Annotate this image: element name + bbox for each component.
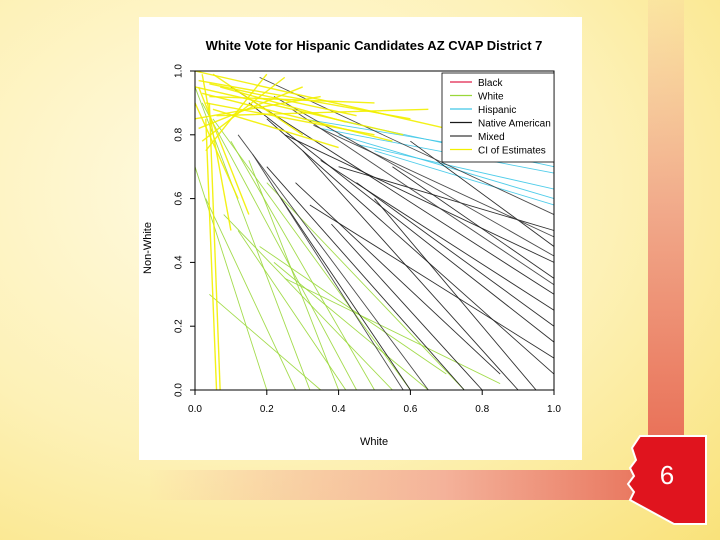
legend-label-0: Black: [478, 78, 503, 89]
series-3-line-7: [356, 182, 555, 327]
axes-layer: 0.0 0.2 0.4 0.6 0.8 1.0 0.0 0.2 0.4 0.6 0.8 1.0: [174, 64, 562, 415]
series-3-line-8: [374, 198, 537, 391]
x-axis-label: White: [360, 436, 388, 448]
series-2-line-4: [374, 150, 555, 206]
series-4-line-4: [237, 134, 429, 391]
chart-title: White Vote for Hispanic Candidates AZ CV…: [206, 38, 543, 53]
series-1-line-4: [248, 160, 340, 391]
series-5-line-17: [212, 73, 304, 136]
series-1-line-3: [230, 140, 375, 391]
x-tick-label-1: 0.2: [260, 404, 274, 415]
series-5-line-16: [197, 86, 250, 215]
series-1-line-7: [223, 214, 393, 391]
series-3-line-1: [248, 102, 555, 343]
series-5-line-2: [202, 92, 393, 142]
series-5-line-7: [198, 86, 303, 130]
series-5-line-13: [201, 74, 232, 231]
series-1-line-1: [201, 102, 357, 391]
x-tick-label-4: 0.8: [475, 404, 489, 415]
series-1-line-8: [237, 230, 347, 391]
series-3-line-10: [295, 182, 501, 375]
series-5-line-15: [208, 102, 221, 391]
series-3-line-14: [392, 166, 555, 279]
legend-label-1: White: [478, 92, 504, 103]
series-1-line-12: [194, 166, 268, 391]
series-3: [230, 86, 555, 391]
series-3-line-0: [230, 86, 555, 295]
series-5-line-11: [216, 108, 429, 117]
series-5: [194, 70, 447, 391]
series-5-line-10: [209, 95, 375, 104]
series-5-line-14: [205, 118, 218, 391]
y-tick-label-1: 0.2: [174, 319, 185, 333]
series-4-line-2: [291, 108, 555, 286]
series-1-line-13: [209, 293, 321, 391]
series-3-line-4: [302, 150, 519, 391]
series-3-line-11: [309, 204, 555, 359]
legend-label-3: Native American: [478, 119, 551, 130]
series-3-line-2: [266, 118, 555, 375]
x-tick-label-2: 0.4: [332, 404, 346, 415]
series-1-line-11: [284, 277, 501, 385]
series-3-line-9: [266, 166, 465, 391]
series-5-line-19: [194, 86, 404, 136]
y-tick-label-2: 0.4: [174, 255, 185, 269]
series-1-line-9: [259, 246, 447, 375]
series-4-line-3: [313, 124, 555, 238]
series-3-line-3: [284, 134, 555, 263]
legend-box: [441, 72, 555, 163]
series-2-line-3: [356, 143, 555, 190]
series-5-line-9: [205, 73, 268, 152]
x-tick-label-0: 0.0: [188, 404, 202, 415]
series-5-line-0: [194, 70, 447, 130]
x-tick-label-5: 1.0: [547, 404, 561, 415]
series-1-line-6: [205, 198, 296, 391]
series-2-line-1: [320, 127, 555, 174]
page-number: 6: [659, 460, 675, 490]
legend: Black White Hispanic Native American Mixed CI…: [441, 72, 555, 163]
legend-label-2: Hispanic: [478, 105, 516, 116]
series-1-line-10: [273, 262, 429, 391]
chart-panel: White Vote for Hispanic Candidates AZ CV…: [139, 17, 582, 460]
y-tick-label-0: 0.0: [174, 383, 185, 397]
x-tick-label-3: 0.6: [403, 404, 417, 415]
chart: White Vote for Hispanic Candidates AZ CV…: [142, 38, 562, 448]
y-tick-label-5: 1.0: [174, 64, 185, 78]
series-3-line-12: [331, 223, 483, 391]
legend-label-5: CI of Estimates: [478, 146, 546, 157]
y-axis-label: Non-White: [142, 222, 154, 274]
legend-label-4: Mixed: [478, 132, 505, 143]
plot-frame: [194, 70, 555, 391]
series-1-line-2: [212, 118, 411, 391]
y-tick-label-3: 0.6: [174, 191, 185, 205]
series-3-line-13: [280, 198, 411, 391]
y-tick-label-4: 0.8: [174, 127, 185, 141]
arizona-state-icon: [626, 435, 707, 525]
series-2-line-2: [338, 134, 555, 200]
series-5-line-3: [205, 102, 375, 136]
series-4-line-5: [252, 153, 404, 391]
decorative-horizontal-bar: [150, 470, 684, 500]
decorative-vertical-bar: [648, 0, 684, 470]
series-layer: [194, 70, 555, 391]
